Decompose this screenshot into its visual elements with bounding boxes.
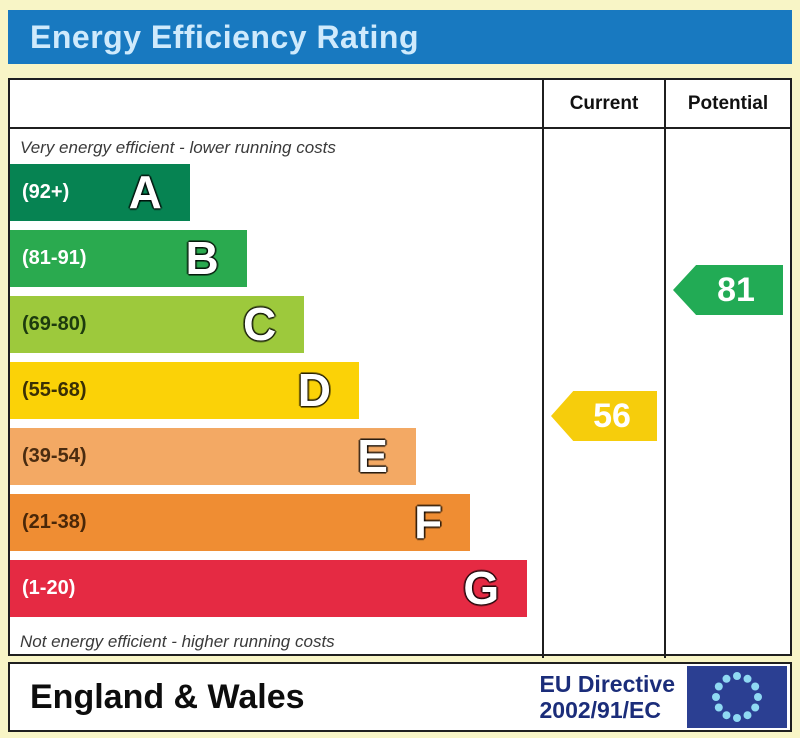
chart-title-bar: Energy Efficiency Rating <box>8 10 792 64</box>
potential-column-header: Potential <box>664 80 790 127</box>
current-column-header: Current <box>542 80 664 127</box>
potential-rating-arrow: 81 <box>673 265 783 315</box>
band-range-label: (1-20) <box>22 577 76 599</box>
band-range-label: (69-80) <box>22 313 87 335</box>
band-bar-g: (1-20) G <box>10 560 528 617</box>
table-header-row: Current Potential <box>10 80 790 129</box>
footer-bar: England & Wales EU Directive 2002/91/EC <box>8 662 792 732</box>
band-letter: B <box>185 231 219 284</box>
band-row-a: (92+) A <box>10 164 542 221</box>
caption-not-efficient: Not energy efficient - higher running co… <box>20 632 335 651</box>
band-range-label: (81-91) <box>22 247 87 269</box>
band-row-c: (69-80) C <box>10 296 542 353</box>
band-letter: G <box>463 561 500 614</box>
band-range-label: (92+) <box>22 181 70 203</box>
band-bar-e: (39-54) E <box>10 428 416 485</box>
band-letter: F <box>414 495 443 548</box>
band-range-label: (55-68) <box>22 379 87 401</box>
current-rating-value: 56 <box>593 396 631 435</box>
band-row-d: (55-68) D <box>10 362 542 419</box>
potential-rating-column: 81 <box>664 129 790 658</box>
potential-rating-value: 81 <box>717 270 755 309</box>
band-bar-d: (55-68) D <box>10 362 359 419</box>
band-bar-c: (69-80) C <box>10 296 305 353</box>
eu-flag-icon <box>687 666 787 728</box>
band-bar-a: (92+) A <box>10 164 190 221</box>
band-row-e: (39-54) E <box>10 428 542 485</box>
band-row-f: (21-38) F <box>10 494 542 551</box>
eu-flag-stars <box>712 672 762 722</box>
current-rating-column: 56 <box>542 129 664 658</box>
band-letter: A <box>128 165 162 218</box>
band-row-b: (81-91) B <box>10 230 542 287</box>
eu-directive-line1: EU Directive <box>539 670 675 697</box>
band-bar-b: (81-91) B <box>10 230 247 287</box>
bands-column: Very energy efficient - lower running co… <box>10 129 542 658</box>
current-rating-arrow: 56 <box>551 391 657 441</box>
band-letter: E <box>357 429 388 482</box>
eu-directive-label: EU Directive 2002/91/EC <box>539 671 675 724</box>
region-label: England & Wales <box>30 677 305 716</box>
chart-title: Energy Efficiency Rating <box>30 18 419 55</box>
band-range-label: (39-54) <box>22 445 87 467</box>
band-letter: C <box>242 297 277 350</box>
band-column-header <box>10 80 542 127</box>
eu-directive-line2: 2002/91/EC <box>539 697 661 723</box>
band-range-label: (21-38) <box>22 511 87 533</box>
band-bar-f: (21-38) F <box>10 494 471 551</box>
rating-table: Current Potential Very energy efficient … <box>8 78 792 658</box>
caption-very-efficient: Very energy efficient - lower running co… <box>20 138 336 157</box>
band-list: (92+) A (81-91) B (69-80) C (55-68) D (39-54) E (2… <box>10 164 542 617</box>
band-letter: D <box>297 363 331 416</box>
table-body: Very energy efficient - lower running co… <box>10 129 790 658</box>
band-row-g: (1-20) G <box>10 560 542 617</box>
